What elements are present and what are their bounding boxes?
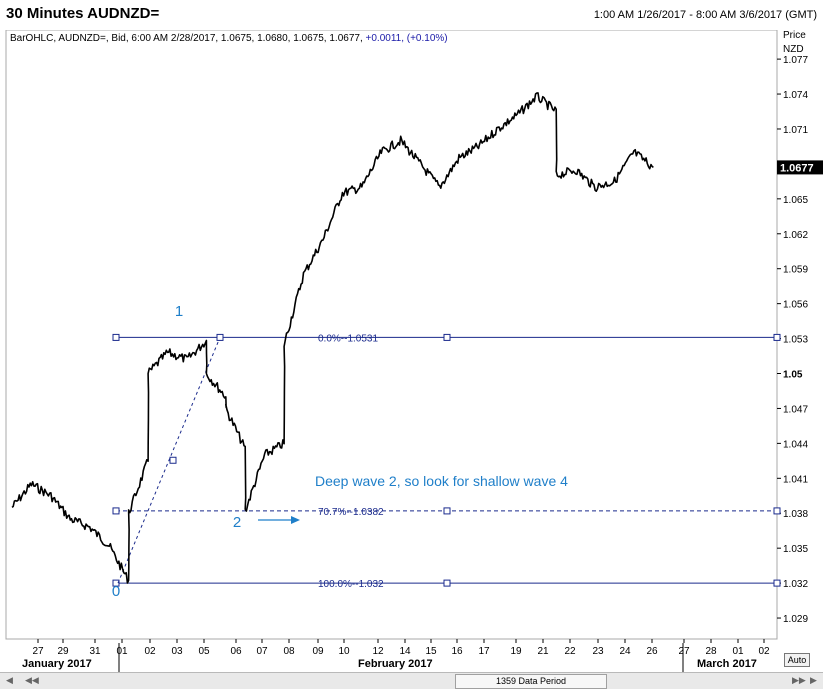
month-label: February 2017	[358, 658, 433, 670]
fib-handle	[773, 507, 781, 515]
y-tick-label: 1.071	[783, 125, 808, 136]
plot-area[interactable]	[5, 29, 778, 640]
price-axis-label: Price	[783, 30, 806, 41]
ohlc-legend-change: +0.0011, (+0.10%)	[366, 33, 448, 44]
x-tick-label: 02	[144, 646, 156, 657]
month-label: March 2017	[697, 658, 757, 670]
chart-title: 30 Minutes AUDNZD=	[6, 5, 160, 22]
x-tick-label: 29	[57, 646, 69, 657]
y-tick-label: 1.065	[783, 195, 808, 206]
fib-level-label: 100.0%--1.032	[318, 579, 384, 590]
x-tick-label: 23	[592, 646, 604, 657]
arrow-head-icon	[291, 516, 300, 524]
x-tick-label: 28	[705, 646, 717, 657]
fib-handle	[112, 507, 120, 515]
price-series	[11, 92, 654, 584]
y-axis: 1.0771.0741.0711.0681.0651.0621.0591.056…	[777, 55, 808, 625]
y-tick-label: 1.047	[783, 404, 808, 415]
wave-label: 0	[112, 583, 120, 600]
x-tick-label: 06	[230, 646, 242, 657]
y-tick-label: 1.041	[783, 474, 808, 485]
x-axis: 27 29 31 01 02 03 05 06 07 08 09 10 12 14 15 16 17 19 21 22…	[22, 639, 770, 677]
wave-label: 1	[175, 303, 183, 320]
x-tick-label: 01	[116, 646, 128, 657]
auto-scale-button[interactable]: Auto	[784, 653, 810, 667]
wave-annotations: 0 1 2 Deep wave 2, so look for shallow wave…	[112, 303, 568, 600]
fib-handle	[443, 579, 451, 587]
fib-swing-handle	[169, 456, 177, 464]
x-tick-label: 27	[678, 646, 690, 657]
x-tick-label: 22	[564, 646, 576, 657]
x-tick-label: 19	[510, 646, 522, 657]
chart-frame[interactable]: BarOHLC, AUDNZD=, Bid, 6:00 AM 2/28/2017…	[0, 29, 823, 689]
x-tick-label: 26	[646, 646, 658, 657]
rewind-icon[interactable]: ◀◀	[25, 675, 39, 685]
annotation-note: Deep wave 2, so look for shallow wave 4	[315, 473, 568, 489]
scroll-right-icon[interactable]: ▶	[810, 675, 817, 685]
x-tick-label: 17	[478, 646, 490, 657]
x-tick-label: 07	[256, 646, 268, 657]
fib-handle	[112, 579, 120, 587]
x-tick-label: 31	[89, 646, 101, 657]
y-tick-label: 1.062	[783, 230, 808, 241]
y-tick-label: 1.044	[783, 439, 808, 450]
x-tick-label: 09	[312, 646, 324, 657]
last-price-label: 1.0677	[780, 162, 814, 174]
y-tick-label: 1.038	[783, 509, 808, 520]
x-tick-label: 03	[171, 646, 183, 657]
x-tick-label: 02	[758, 646, 770, 657]
y-tick-label: 1.077	[783, 55, 808, 66]
date-range: 1:00 AM 1/26/2017 - 8:00 AM 3/6/2017 (GM…	[593, 9, 817, 21]
currency-unit-label: NZD	[783, 44, 804, 55]
x-tick-label: 24	[619, 646, 631, 657]
y-tick-label: 1.056	[783, 300, 808, 311]
x-tick-label: 27	[32, 646, 44, 657]
fib-handle	[773, 333, 781, 341]
chart-header: 30 Minutes AUDNZD= 1:00 AM 1/26/2017 - 8…	[0, 0, 823, 30]
ohlc-legend: BarOHLC, AUDNZD=, Bid, 6:00 AM 2/28/2017…	[10, 33, 448, 44]
fib-level-label: 0.0%--1.0531	[318, 333, 378, 344]
y-tick-label: 1.05	[783, 370, 803, 381]
fib-swing-line	[117, 337, 221, 584]
x-tick-label: 10	[338, 646, 350, 657]
y-tick-label: 1.053	[783, 335, 808, 346]
x-tick-label: 12	[372, 646, 384, 657]
x-tick-label: 01	[732, 646, 744, 657]
scroll-left-icon[interactable]: ◀	[6, 675, 13, 685]
wave-label: 2	[233, 514, 241, 531]
ohlc-legend-values: BarOHLC, AUDNZD=, Bid, 6:00 AM 2/28/2017…	[10, 33, 363, 44]
fib-level-label: 70.7%--1.0382	[318, 507, 384, 518]
x-tick-label: 08	[283, 646, 295, 657]
last-price-box	[777, 160, 823, 175]
y-tick-label: 1.029	[783, 614, 808, 625]
x-tick-label: 21	[537, 646, 549, 657]
month-label: January 2017	[22, 658, 92, 670]
y-tick-label: 1.035	[783, 544, 808, 555]
y-tick-label: 1.032	[783, 579, 808, 590]
fibonacci-retracement[interactable]: 0.0%--1.0531 70.7%--1.0382 100.0%--1.032	[112, 333, 781, 590]
y-tick-label: 1.059	[783, 265, 808, 276]
status-bar: ◀ ◀◀ 1359 Data Period ▶▶ ▶	[0, 672, 823, 689]
fib-handle	[443, 507, 451, 515]
data-period-box[interactable]: 1359 Data Period	[455, 674, 607, 689]
price-chart[interactable]: BarOHLC, AUDNZD=, Bid, 6:00 AM 2/28/2017…	[0, 29, 823, 689]
x-tick-label: 15	[425, 646, 437, 657]
y-tick-label: 1.074	[783, 90, 808, 101]
x-tick-label: 16	[451, 646, 463, 657]
fib-handle	[443, 333, 451, 341]
fib-handle	[112, 333, 120, 341]
fib-swing-handle	[216, 333, 224, 341]
x-tick-label: 05	[198, 646, 210, 657]
last-price-marker: 1.0677	[777, 160, 823, 175]
x-tick-label: 14	[399, 646, 411, 657]
fib-handle	[773, 579, 781, 587]
price-line	[11, 92, 654, 584]
fast-forward-icon[interactable]: ▶▶	[792, 675, 806, 685]
